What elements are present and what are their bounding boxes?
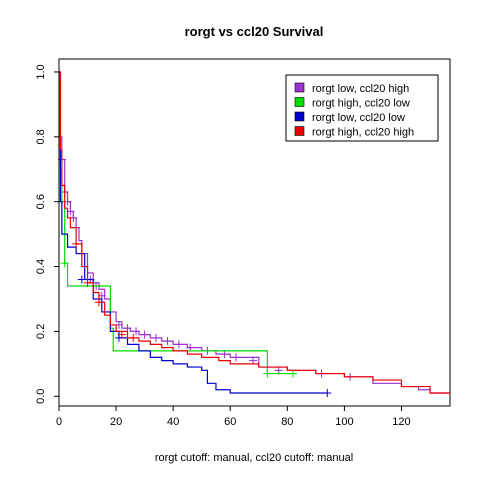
x-tick-label: 20 — [110, 416, 122, 428]
legend-label: rorgt high, ccl20 low — [312, 98, 410, 110]
y-tick-label: 0.0 — [35, 389, 47, 404]
censor-mark — [94, 298, 103, 307]
censor-mark — [72, 239, 81, 248]
censor-mark — [174, 340, 183, 349]
y-tick-label: 0.6 — [35, 194, 47, 209]
x-tick-label: 40 — [167, 416, 179, 428]
series-line-2 — [59, 71, 294, 375]
legend-label: rorgt low, ccl20 low — [312, 112, 405, 124]
censor-mark — [323, 389, 332, 398]
censor-mark — [163, 337, 172, 346]
y-tick-label: 0.8 — [35, 129, 47, 144]
x-axis: 0 20 40 60 80 100 120 — [56, 405, 411, 428]
censor-mark — [140, 330, 149, 339]
censor-mark — [129, 333, 138, 342]
censor-mark — [83, 278, 92, 287]
legend-swatch — [294, 126, 305, 136]
censor-mark — [231, 353, 240, 362]
series-line-4 — [59, 71, 450, 394]
curves-layer — [57, 71, 450, 398]
legend: rorgt low, ccl20 high rorgt high, ccl20 l… — [285, 74, 439, 142]
censor-mark — [263, 369, 272, 378]
y-tick-label: 0.4 — [35, 259, 47, 274]
series-line-3 — [59, 71, 328, 394]
censor-mark — [152, 333, 161, 342]
x-tick-label: 60 — [224, 416, 236, 428]
censor-mark — [132, 327, 141, 336]
legend-swatch — [294, 97, 305, 107]
legend-items: rorgt low, ccl20 high rorgt high, ccl20 l… — [294, 82, 414, 139]
chart-title: rorgt vs ccl20 Survival — [185, 24, 324, 39]
censor-mark — [117, 330, 126, 339]
x-tick-label: 100 — [335, 416, 353, 428]
legend-swatch — [294, 82, 305, 93]
x-tick-label: 80 — [281, 416, 293, 428]
y-tick-label: 1.0 — [35, 64, 47, 79]
x-tick-label: 120 — [392, 416, 410, 428]
legend-box — [285, 74, 439, 142]
legend-label: rorgt high, ccl20 high — [312, 127, 414, 139]
y-tick-label: 0.2 — [35, 324, 47, 339]
censor-mark — [77, 275, 86, 284]
x-tick-label: 0 — [56, 416, 62, 428]
legend-swatch — [294, 111, 305, 122]
y-axis: 0.0 0.2 0.4 0.6 0.8 1.0 — [35, 64, 60, 404]
x-axis-label: rorgt cutoff: manual, ccl20 cutoff: manu… — [155, 452, 353, 464]
legend-label: rorgt low, ccl20 high — [312, 83, 409, 95]
censor-mark — [60, 259, 69, 268]
